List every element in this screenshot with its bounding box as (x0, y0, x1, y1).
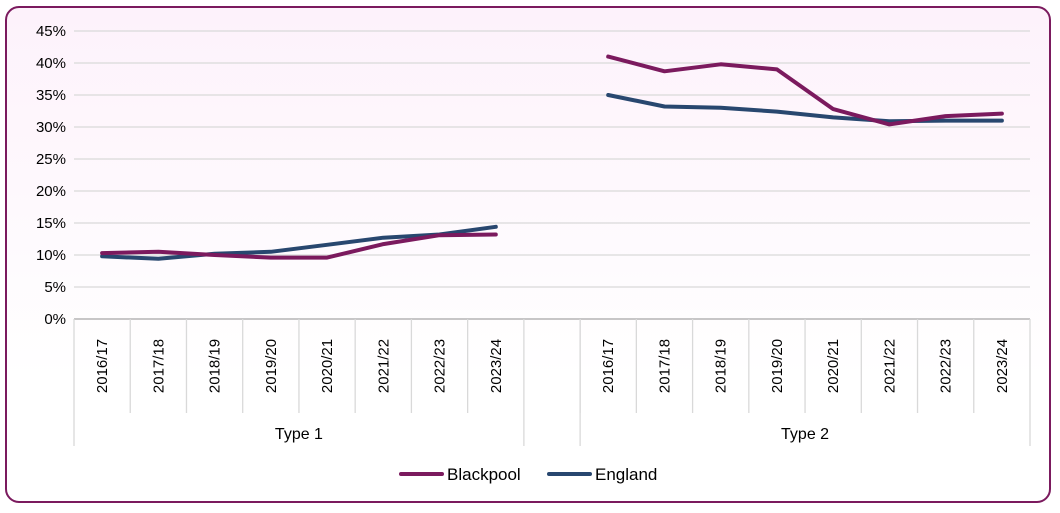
y-tick-label: 20% (36, 183, 66, 200)
y-tick-label: 25% (36, 151, 66, 168)
y-tick-label: 5% (44, 279, 66, 296)
group-label: Type 1 (275, 426, 323, 443)
x-tick-label: 2016/17 (600, 339, 617, 393)
y-tick-label: 15% (36, 215, 66, 232)
series-line-england (100, 224, 498, 261)
series-line-blackpool (100, 232, 498, 260)
x-tick-label: 2017/18 (150, 339, 167, 393)
legend-label-blackpool: Blackpool (447, 465, 521, 484)
x-tick-label: 2023/24 (994, 339, 1011, 393)
x-tick-label: 2016/17 (94, 339, 111, 393)
x-tick-label: 2018/19 (713, 339, 730, 393)
x-tick-label: 2020/21 (319, 339, 336, 393)
y-tick-label: 30% (36, 119, 66, 136)
y-tick-label: 40% (36, 55, 66, 72)
x-tick-label: 2017/18 (656, 339, 673, 393)
x-tick-label: 2020/21 (825, 339, 842, 393)
y-tick-label: 0% (44, 311, 66, 328)
series-line-blackpool (606, 54, 1004, 127)
y-tick-label: 10% (36, 247, 66, 264)
x-tick-label: 2021/22 (375, 339, 392, 393)
x-tick-label: 2019/20 (263, 339, 280, 393)
group-label: Type 2 (781, 426, 829, 443)
x-tick-label: 2018/19 (207, 339, 224, 393)
x-tick-label: 2022/23 (432, 339, 449, 393)
legend-label-england: England (595, 465, 657, 484)
x-tick-label: 2022/23 (938, 339, 955, 393)
x-tick-label: 2021/22 (881, 339, 898, 393)
x-tick-label: 2023/24 (488, 339, 505, 393)
y-tick-label: 35% (36, 87, 66, 104)
x-tick-label: 2019/20 (769, 339, 786, 393)
y-tick-label: 45% (36, 23, 66, 40)
series-line-england (606, 93, 1004, 124)
